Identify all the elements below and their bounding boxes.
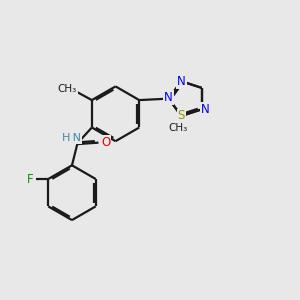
Text: CH₃: CH₃: [168, 123, 188, 134]
Text: H N: H N: [62, 134, 81, 143]
Text: F: F: [26, 172, 33, 185]
Text: N: N: [164, 91, 173, 103]
Text: N: N: [177, 75, 186, 88]
Text: N: N: [201, 103, 210, 116]
Text: S: S: [178, 110, 185, 122]
Text: CH₃: CH₃: [58, 84, 77, 94]
Text: N: N: [201, 103, 210, 116]
Text: O: O: [101, 136, 110, 148]
